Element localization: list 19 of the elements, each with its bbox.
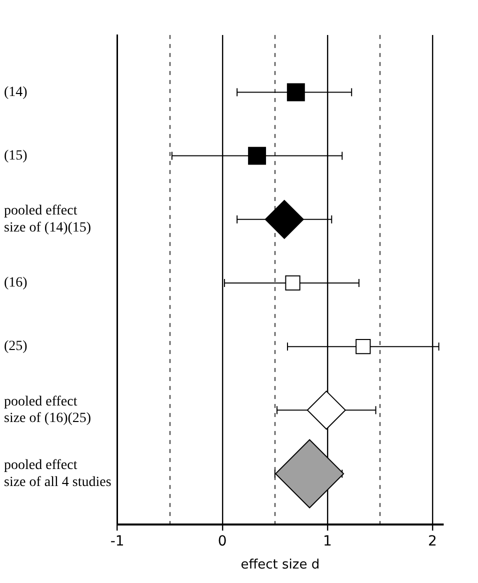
x-tick-label: 1 <box>322 534 332 550</box>
y-tick-label: (14) <box>4 84 28 100</box>
point <box>248 146 266 165</box>
y-tick-label: pooled effect size of (16)(25) <box>4 394 92 426</box>
y-tick-label: (16) <box>4 276 28 291</box>
y-tick-label: pooled effect size of (14)(15) <box>4 204 92 236</box>
x-tick-label: -1 <box>110 534 124 550</box>
point <box>275 439 344 508</box>
x-tick-label: 2 <box>428 534 437 550</box>
y-tick-label: (15) <box>4 148 28 164</box>
x-axis-title: effect size d <box>240 558 320 573</box>
point <box>306 390 346 430</box>
point <box>285 275 300 291</box>
point <box>286 83 305 102</box>
point <box>356 338 371 354</box>
point <box>264 200 304 239</box>
x-tick-label: 0 <box>218 534 227 550</box>
y-tick-label: pooled effect size of all 4 studies <box>4 458 112 490</box>
y-tick-label: (25) <box>4 339 28 354</box>
